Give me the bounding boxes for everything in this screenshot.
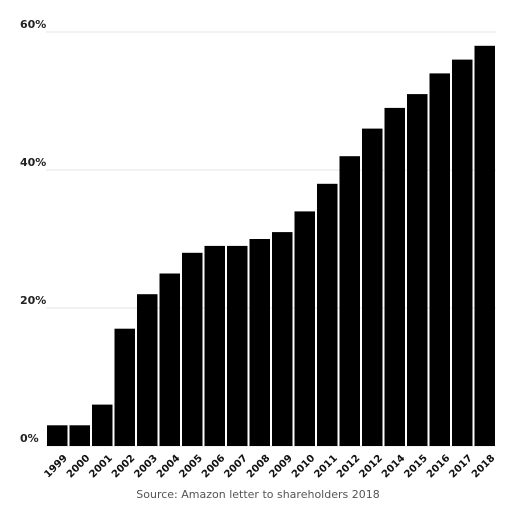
y-tick-label: 40% bbox=[20, 156, 46, 169]
x-tick-label: 2000 bbox=[65, 453, 92, 480]
source-note: Source: Amazon letter to shareholders 20… bbox=[136, 488, 380, 501]
x-tick-label: 2011 bbox=[312, 453, 339, 480]
bar bbox=[137, 294, 158, 446]
bar bbox=[339, 156, 360, 446]
x-tick-label: 2002 bbox=[110, 453, 137, 480]
x-tick-label: 2012 bbox=[357, 453, 384, 480]
x-tick-label: 2010 bbox=[290, 453, 317, 480]
bar bbox=[227, 245, 248, 446]
x-tick-label: 2018 bbox=[470, 453, 497, 480]
bar bbox=[429, 73, 450, 447]
x-tick-label: 2014 bbox=[380, 453, 407, 480]
x-tick-label: 2016 bbox=[425, 453, 452, 480]
x-tick-label: 1999 bbox=[42, 453, 69, 480]
x-tick-label: 2001 bbox=[87, 453, 114, 480]
bar bbox=[47, 425, 68, 446]
x-tick-label: 2015 bbox=[402, 453, 429, 480]
y-tick-label: 0% bbox=[20, 432, 39, 445]
bar bbox=[159, 273, 180, 446]
x-tick-label: 2006 bbox=[200, 453, 227, 480]
bar bbox=[362, 128, 383, 446]
y-axis: 0% 20% 40% 60% bbox=[20, 18, 46, 445]
bar bbox=[407, 94, 428, 446]
x-tick-label: 2012 bbox=[335, 453, 362, 480]
x-axis: 1999200020012002200320042005200620072008… bbox=[42, 453, 497, 480]
bar bbox=[272, 232, 293, 446]
y-tick-label: 60% bbox=[20, 18, 46, 31]
bar bbox=[182, 252, 203, 446]
bar bbox=[384, 107, 405, 447]
bar bbox=[249, 239, 270, 446]
x-tick-label: 2009 bbox=[267, 453, 294, 480]
bars bbox=[47, 45, 495, 447]
x-tick-label: 2004 bbox=[155, 453, 182, 480]
bar bbox=[114, 328, 135, 446]
x-tick-label: 2017 bbox=[447, 453, 474, 480]
gridlines bbox=[46, 31, 496, 447]
bar bbox=[92, 404, 113, 446]
bar bbox=[452, 59, 473, 446]
bar bbox=[204, 245, 225, 446]
x-tick-label: 2003 bbox=[132, 453, 159, 480]
y-tick-label: 20% bbox=[20, 294, 46, 307]
bar bbox=[294, 211, 315, 446]
x-tick-label: 2008 bbox=[245, 453, 272, 480]
x-tick-label: 2005 bbox=[177, 453, 204, 480]
bar bbox=[474, 45, 495, 447]
bar bbox=[69, 425, 90, 446]
bar bbox=[317, 183, 338, 447]
x-tick-label: 2007 bbox=[222, 453, 249, 480]
